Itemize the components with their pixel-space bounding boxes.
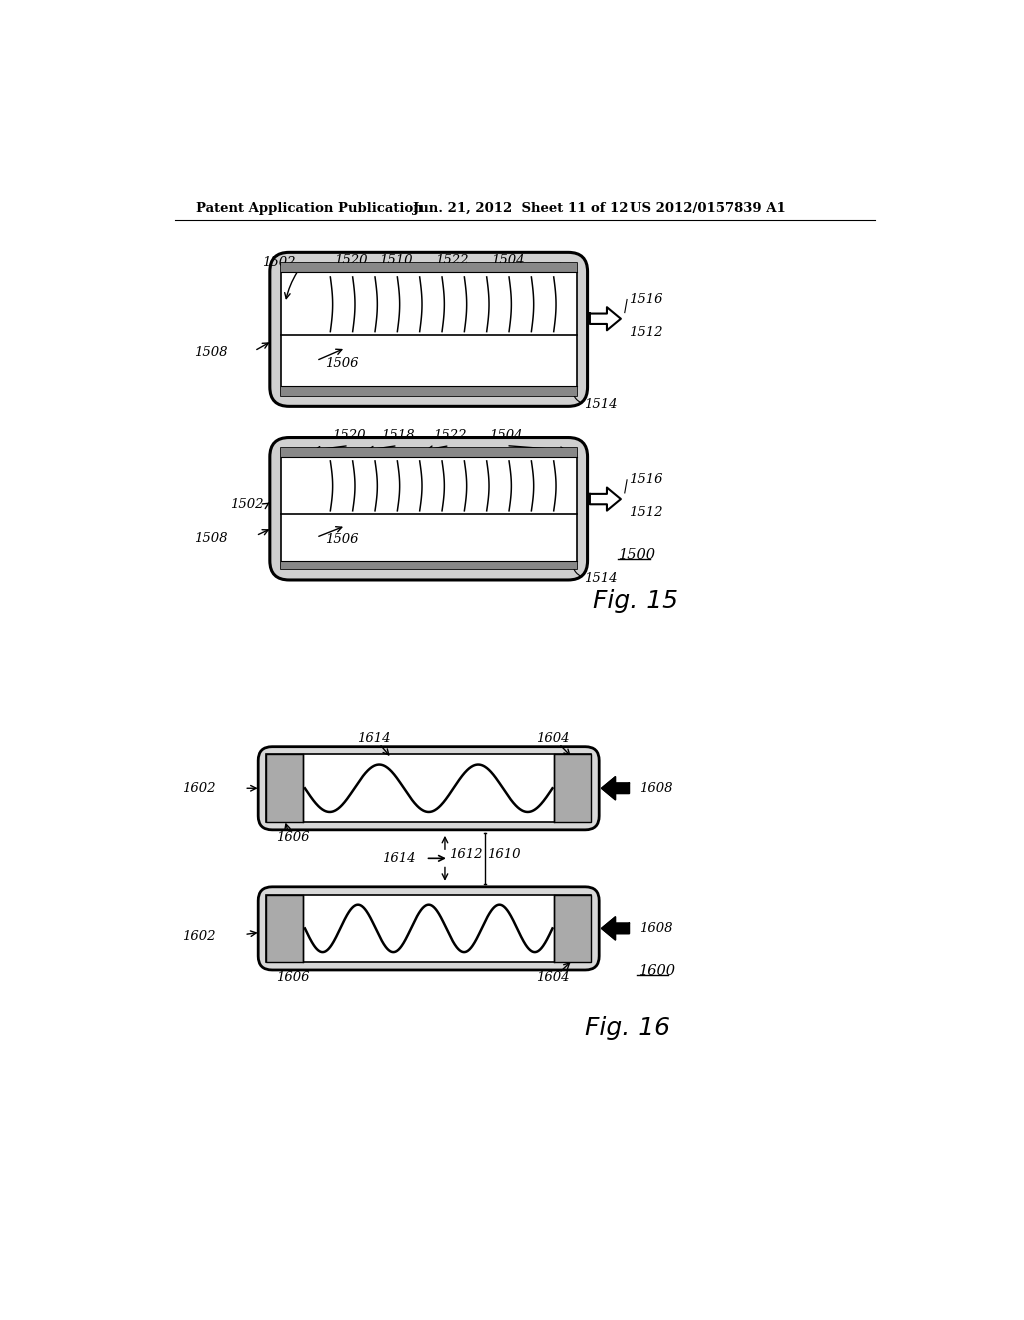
Polygon shape	[601, 917, 630, 940]
FancyBboxPatch shape	[258, 747, 599, 830]
Text: 1512: 1512	[629, 326, 663, 339]
Text: 1606: 1606	[275, 972, 309, 985]
Text: 1610: 1610	[487, 847, 521, 861]
Text: 1502: 1502	[262, 256, 296, 269]
Bar	[281, 449, 577, 569]
Text: 1520: 1520	[335, 253, 368, 267]
Text: 1516: 1516	[629, 293, 663, 306]
Text: US 2012/0157839 A1: US 2012/0157839 A1	[630, 202, 786, 215]
Text: 1608: 1608	[639, 921, 672, 935]
Text: Patent Application Publication: Patent Application Publication	[197, 202, 423, 215]
Text: 1604: 1604	[536, 972, 569, 985]
Text: Fig. 15: Fig. 15	[593, 589, 678, 614]
Bar	[554, 755, 592, 822]
Text: 1522: 1522	[435, 253, 469, 267]
Text: 1602: 1602	[182, 929, 216, 942]
Bar	[281, 387, 577, 396]
Text: Jun. 21, 2012  Sheet 11 of 12: Jun. 21, 2012 Sheet 11 of 12	[414, 202, 629, 215]
Bar	[554, 895, 592, 962]
Text: 1600: 1600	[639, 964, 676, 978]
Bar	[281, 449, 577, 457]
Text: 1604: 1604	[536, 733, 569, 746]
Bar	[266, 895, 303, 962]
Text: 1614: 1614	[357, 733, 391, 746]
Text: 1508: 1508	[194, 532, 227, 545]
Text: 1504: 1504	[489, 429, 523, 442]
Bar	[266, 755, 592, 822]
Bar	[281, 263, 577, 396]
Text: 1520: 1520	[332, 429, 366, 442]
Text: 1508: 1508	[194, 346, 227, 359]
Text: 1504: 1504	[490, 253, 524, 267]
Text: 1514: 1514	[585, 572, 617, 585]
Text: 1606: 1606	[275, 832, 309, 843]
Text: 1506: 1506	[325, 533, 358, 546]
Text: 1500: 1500	[620, 548, 656, 562]
Bar	[281, 561, 577, 569]
Text: 1510: 1510	[379, 253, 412, 267]
FancyBboxPatch shape	[270, 252, 588, 407]
Text: 1514: 1514	[585, 399, 617, 412]
Text: 1506: 1506	[325, 356, 358, 370]
Text: 1614: 1614	[382, 851, 415, 865]
Polygon shape	[601, 776, 630, 800]
Bar	[266, 755, 303, 822]
Text: 1502: 1502	[230, 499, 263, 511]
Text: 1612: 1612	[449, 847, 482, 861]
Bar	[281, 263, 577, 272]
FancyBboxPatch shape	[258, 887, 599, 970]
Text: 1522: 1522	[433, 429, 466, 442]
Text: 1516: 1516	[629, 474, 663, 486]
Bar	[266, 895, 592, 962]
Text: 1608: 1608	[639, 781, 672, 795]
Text: 1518: 1518	[381, 429, 415, 442]
Text: Fig. 16: Fig. 16	[586, 1016, 671, 1040]
Text: 1602: 1602	[182, 781, 216, 795]
FancyBboxPatch shape	[270, 437, 588, 579]
Text: 1512: 1512	[629, 507, 663, 520]
